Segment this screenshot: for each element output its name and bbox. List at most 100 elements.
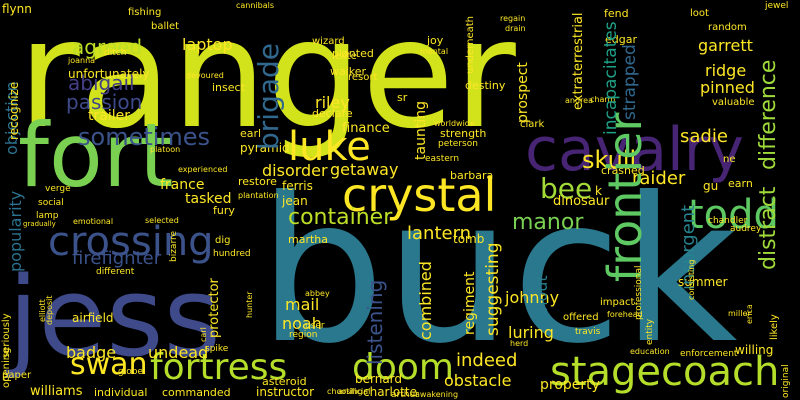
word: swan [70,347,148,382]
word: manor [512,210,584,235]
word: firefighter [72,248,162,269]
word: clark [520,119,545,130]
word: impact [600,297,635,308]
word: restore [238,175,277,188]
word: williams [30,384,83,399]
word: agreed [72,35,143,59]
word: edgar [605,33,637,46]
word: fishing [128,7,162,18]
word: brigade [252,43,285,150]
word: fortress [150,347,288,388]
word: seriously [1,313,12,358]
word: social [38,198,64,208]
word: charlotte [363,385,417,399]
word: ditch [104,48,127,58]
word: individual [94,386,148,399]
word: luke [288,124,371,170]
word: suggesting [483,242,503,336]
word: entity [645,318,655,345]
word: lamp [36,211,59,221]
word: cavalry [525,115,744,185]
word: disorder [262,161,328,180]
word: sr [397,91,408,104]
word: planted [332,47,374,60]
word: insect [212,81,245,94]
word: pyramid [240,141,290,155]
word: combined [416,261,435,340]
word: ballet [151,21,180,32]
word: raider [632,168,686,189]
word: dig [215,235,231,246]
word: andrea [565,96,593,105]
word: globe [118,367,143,377]
word: laptop [182,35,233,54]
word: underneath [465,16,476,74]
word: abigail [68,71,135,95]
word: joanna [68,56,96,65]
word: mail [285,295,320,314]
word: ne [723,154,736,165]
word: bee [540,172,593,205]
word: erica [745,304,754,324]
word: ferris [282,179,313,193]
word: drain [505,24,526,33]
word: garrett [698,36,753,55]
word: plantation [238,191,279,200]
word: audrey [730,224,762,234]
word: strapped [620,44,640,120]
word: luring [508,323,554,342]
word: listening [363,279,387,365]
word: forehead [607,310,643,319]
word: carl [199,327,208,342]
word: enforcement [680,349,738,359]
word: cannibals [236,1,275,10]
word: region [289,330,318,340]
word: shout [532,275,551,320]
word: difference [756,59,781,170]
word: likely [769,314,780,340]
word: joy [427,34,444,47]
word: worldwide [434,119,475,128]
word: bernard [355,372,403,386]
word: passion [66,90,143,114]
word: chandler [708,216,748,226]
word: offered [563,312,599,323]
word: ridge [705,61,747,80]
word: summer [678,275,728,289]
word: jewel [765,1,789,11]
word: instructor [256,385,315,399]
word: travis [575,327,601,337]
word: herd [510,339,529,348]
word: doom [352,347,454,388]
word: flynn [2,2,32,16]
word: mental [420,47,449,56]
word: finance [342,121,390,136]
word: elite [335,51,357,62]
word: martha [288,233,329,246]
word: crashed [601,164,645,177]
word: platoon [150,145,181,154]
word: dinosaur [553,194,610,209]
word: pinned [700,78,755,97]
word: emotional [73,217,114,226]
word: earl [240,127,262,140]
word: protector [207,278,222,338]
word: abbey [305,289,330,298]
word: jean [282,194,308,208]
word: peterson [438,139,478,149]
word: fort [18,104,174,207]
word: frontier [598,112,652,282]
word: user [305,321,325,331]
word: recognize [7,81,21,140]
word: undead [148,343,209,362]
word: arthur [391,390,419,400]
word: artificial [338,387,371,396]
word: unfortunately [68,67,150,81]
word: charm [590,95,616,104]
word: hundred [213,249,251,259]
word: education [630,347,670,356]
word: miller [728,309,751,318]
word: hunter [245,291,254,318]
word: random [708,22,747,33]
word: fend [604,7,629,20]
